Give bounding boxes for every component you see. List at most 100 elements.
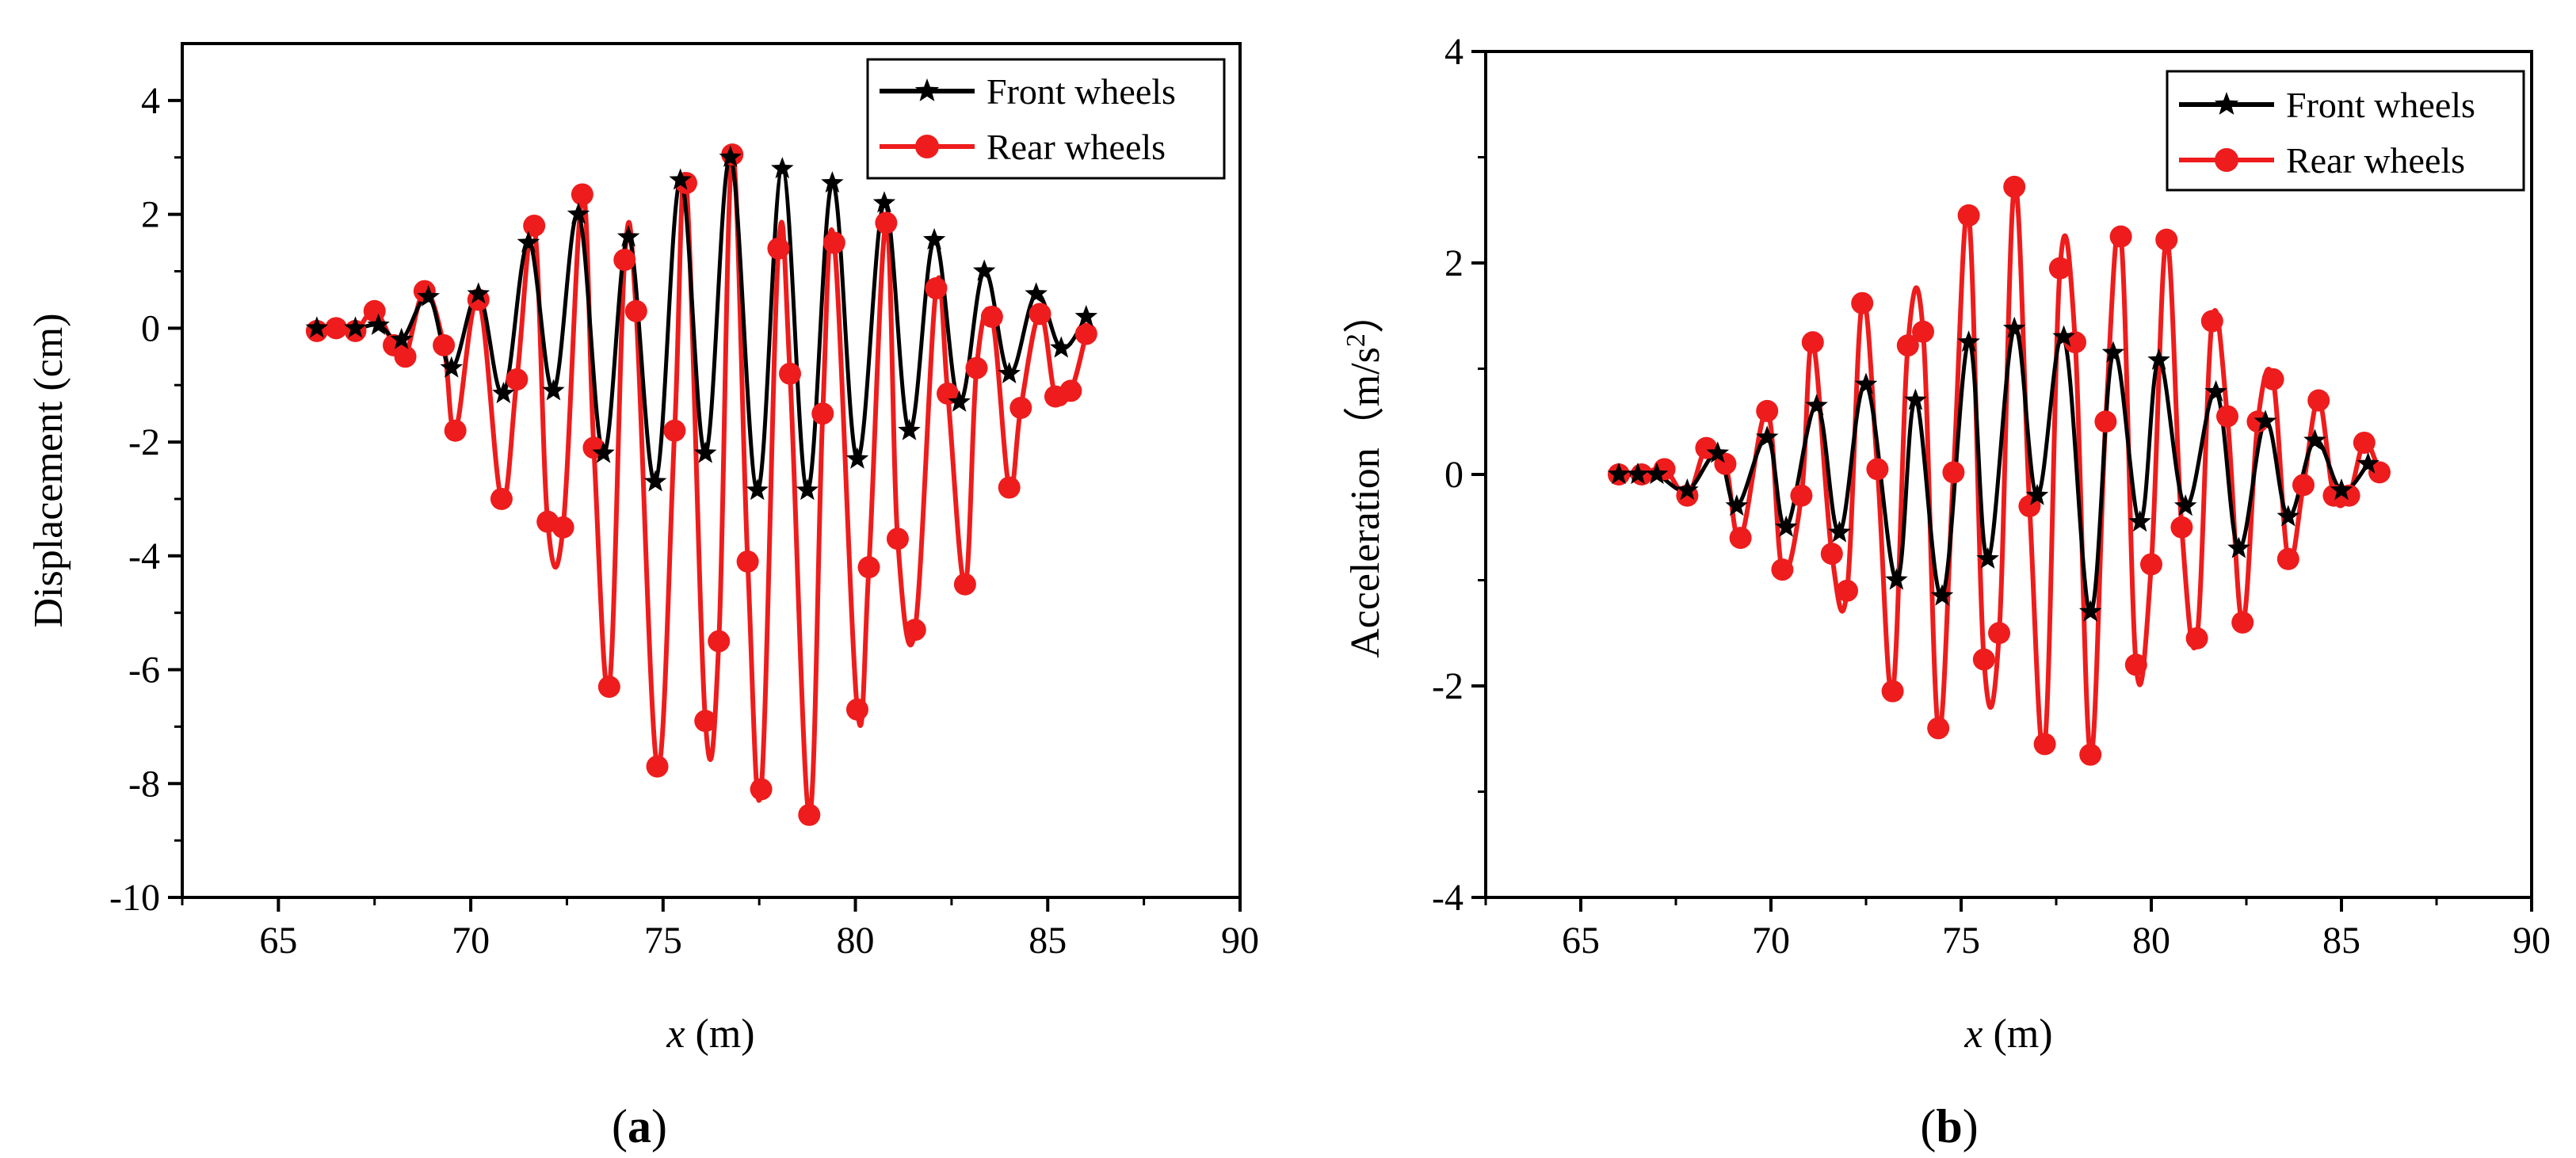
rear-wheels-point-b bbox=[1729, 527, 1752, 550]
front-wheels-point-a bbox=[1074, 305, 1098, 327]
rear-wheels-point-a bbox=[1009, 396, 1032, 419]
rear-wheels-point-b bbox=[2231, 611, 2254, 634]
rear-wheels-point-a bbox=[708, 630, 731, 653]
rear-wheels-point-b bbox=[1896, 334, 1919, 357]
rear-wheels-point-b bbox=[1927, 717, 1950, 740]
front-wheels-point-a bbox=[344, 316, 367, 338]
front-wheels-point-a bbox=[771, 157, 794, 179]
rear-wheels-point-a bbox=[551, 516, 574, 539]
rear-wheels-point-a bbox=[845, 698, 868, 721]
panel-label-a: (a) bbox=[612, 1100, 667, 1152]
rear-wheels-point-b bbox=[1972, 648, 1995, 671]
rear-wheels-point-b bbox=[2170, 516, 2193, 539]
x-axis-unit-b: (m) bbox=[1983, 1011, 2053, 1057]
axis-ticks-b bbox=[1471, 50, 2533, 912]
y-axis-title-b-sup: 2 bbox=[1341, 333, 1371, 347]
rear-wheels-point-a bbox=[750, 778, 773, 801]
front-wheels-point-b bbox=[2101, 341, 2125, 363]
x-tick-label-b: 85 bbox=[2322, 920, 2360, 962]
front-wheels-point-a bbox=[821, 171, 844, 193]
rear-wheels-point-a bbox=[875, 211, 898, 234]
front-wheels-point-b bbox=[1904, 388, 1927, 410]
front-wheels-point-a bbox=[616, 225, 640, 247]
front-wheels-point-b bbox=[1854, 372, 1878, 394]
rear-wheels-point-a bbox=[925, 277, 948, 300]
front-wheels-point-b bbox=[2078, 600, 2102, 622]
rear-wheels-point-b bbox=[2307, 389, 2330, 412]
y-axis-title-b-end: ） bbox=[1343, 292, 1388, 333]
tick-labels-b: 65 70 75 80 85 90 -4 -2 0 2 4 bbox=[1432, 31, 2551, 962]
rear-wheels-point-a bbox=[613, 249, 636, 272]
front-wheels-point-b bbox=[2128, 510, 2151, 532]
rear-wheels-point-a bbox=[1059, 379, 1082, 402]
rear-wheels-point-b bbox=[1942, 461, 1965, 484]
y-tick-label-b: -2 bbox=[1432, 665, 1464, 707]
rear-wheels-point-b bbox=[1881, 680, 1904, 703]
front-wheels-point-b bbox=[1828, 520, 1851, 543]
x-tick-label-a: 65 bbox=[259, 920, 297, 962]
rear-wheels-point-b bbox=[2155, 228, 2178, 251]
rear-wheels-point-b bbox=[1820, 543, 1843, 566]
front-wheels-point-a bbox=[845, 447, 869, 469]
y-tick-label-a: 4 bbox=[141, 80, 160, 122]
front-wheels-point-a bbox=[898, 418, 921, 440]
y-tick-label-a: -4 bbox=[128, 535, 160, 577]
front-wheels-point-b bbox=[2147, 348, 2170, 370]
rear-wheels-point-a bbox=[363, 299, 386, 322]
rear-wheels-point-b bbox=[2033, 733, 2056, 756]
x-axis-var-b: x bbox=[1963, 1011, 1983, 1057]
axis-ticks-a bbox=[168, 98, 1242, 912]
front-wheels-point-b bbox=[2052, 325, 2075, 347]
front-wheels-point-a bbox=[948, 390, 971, 412]
rear-wheels-point-b bbox=[2140, 553, 2162, 576]
rear-wheels-point-b bbox=[2353, 431, 2376, 454]
y-tick-label-a: -10 bbox=[109, 877, 160, 919]
front-wheels-point-a bbox=[796, 478, 819, 501]
front-wheels-point-a bbox=[719, 145, 742, 167]
x-tick-label-a: 75 bbox=[644, 920, 682, 962]
rear-wheels-point-a bbox=[571, 183, 593, 206]
rear-wheels-point-a bbox=[822, 231, 845, 254]
legend-label-front-b: Front wheels bbox=[2286, 85, 2475, 125]
front-wheels-point-b bbox=[1930, 584, 1954, 606]
y-tick-label-b: 0 bbox=[1444, 454, 1464, 496]
front-wheels-point-b bbox=[1885, 568, 1908, 590]
front-wheels-point-a bbox=[567, 202, 590, 224]
y-axis-title-a: Displacement (cm) bbox=[26, 313, 71, 627]
panel-letter-a: a bbox=[628, 1100, 651, 1152]
y-axis-title-b: Acceleration（m/s2） bbox=[1341, 292, 1389, 658]
rear-wheels-point-a bbox=[663, 419, 686, 442]
rear-wheels-point-b bbox=[2261, 368, 2284, 390]
front-wheels-point-a bbox=[746, 478, 769, 501]
tick-labels-a: 65 70 75 80 85 90 -10 -8 -6 -4 -2 0 2 4 bbox=[109, 80, 1259, 962]
panel-a-displacement-chart: 65 70 75 80 85 90 -10 -8 -6 -4 -2 0 2 4 Displacement … bbox=[26, 42, 1259, 1152]
rear-wheels-point-a bbox=[490, 487, 513, 510]
front-wheels-point-a bbox=[305, 316, 329, 338]
rear-wheels-point-a bbox=[646, 755, 669, 778]
rear-wheels-point-b bbox=[1912, 320, 1934, 343]
rear-wheels-point-a bbox=[597, 676, 620, 699]
rear-wheels-point-b bbox=[2292, 474, 2315, 497]
rear-wheels-point-b bbox=[2003, 175, 2026, 198]
x-tick-label-b: 65 bbox=[1562, 920, 1600, 962]
plot-frame-a bbox=[181, 42, 1242, 899]
rear-wheels-point-a bbox=[523, 214, 546, 237]
front-wheels-point-b bbox=[2254, 409, 2277, 432]
rear-wheels-point-b bbox=[1957, 204, 1980, 227]
legend-b: Front wheels Rear wheels bbox=[2166, 70, 2525, 192]
star-icon bbox=[2214, 92, 2239, 115]
rear-wheels-point-a bbox=[779, 362, 802, 385]
rear-wheels-point-a bbox=[444, 419, 467, 442]
rear-wheels-point-a bbox=[736, 550, 759, 573]
x-axis-title-b: x (m) bbox=[1963, 1011, 2052, 1057]
front-wheels-point-a bbox=[367, 313, 390, 335]
markers-a bbox=[305, 143, 1098, 826]
front-wheels-point-b bbox=[1976, 547, 1999, 569]
rear-wheels-point-b bbox=[1866, 458, 1889, 481]
front-wheels-point-b bbox=[2303, 429, 2326, 451]
x-axis-unit-a: (m) bbox=[685, 1011, 755, 1057]
star-icon bbox=[914, 78, 940, 101]
front-wheels-point-a bbox=[998, 361, 1021, 383]
front-wheels-point-b bbox=[1645, 463, 1669, 485]
